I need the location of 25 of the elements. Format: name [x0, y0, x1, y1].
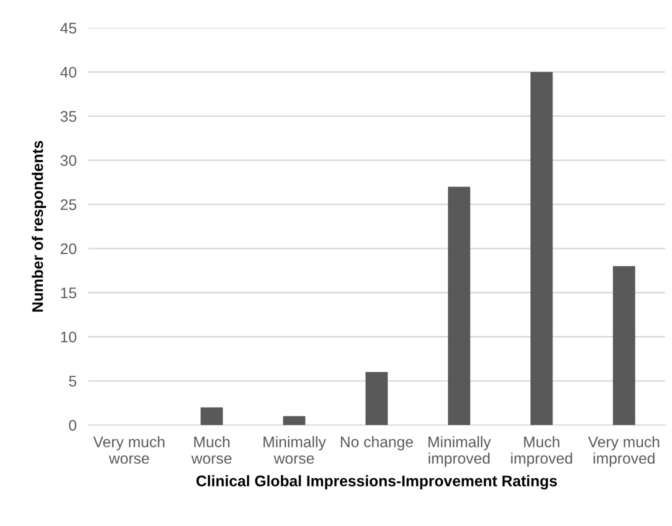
x-axis-title: Clinical Global Impressions-Improvement Ratings [196, 475, 557, 490]
y-tick-label: 45 [60, 22, 76, 34]
x-tick-label: Minimally worse [264, 436, 326, 464]
x-tick-label: Very much improved [588, 436, 660, 467]
y-tick-label: 15 [61, 288, 76, 298]
x-tick-label: Very much worse [93, 436, 164, 464]
y-tick-label: 25 [60, 199, 76, 210]
y-axis-title: Number of respondents [32, 140, 46, 312]
y-tick-label: 10 [61, 332, 76, 342]
y-tick-label: 30 [60, 155, 76, 166]
x-tick-label: Minimally improved [428, 436, 491, 467]
y-tick-label: 35 [60, 110, 76, 122]
bar [366, 372, 388, 426]
y-tick-label: 0 [69, 420, 76, 431]
bar [283, 416, 306, 426]
y-tick-label: 5 [69, 376, 76, 387]
bar [448, 186, 470, 426]
bar [612, 266, 636, 426]
y-tick-label: 40 [60, 66, 76, 78]
x-tick-label: Much improved [511, 436, 572, 467]
bar [200, 407, 223, 426]
x-tick-label: Much worse [191, 436, 232, 464]
x-tick-label: No change [340, 436, 413, 450]
bar [530, 72, 553, 426]
y-tick-label: 20 [60, 243, 76, 254]
